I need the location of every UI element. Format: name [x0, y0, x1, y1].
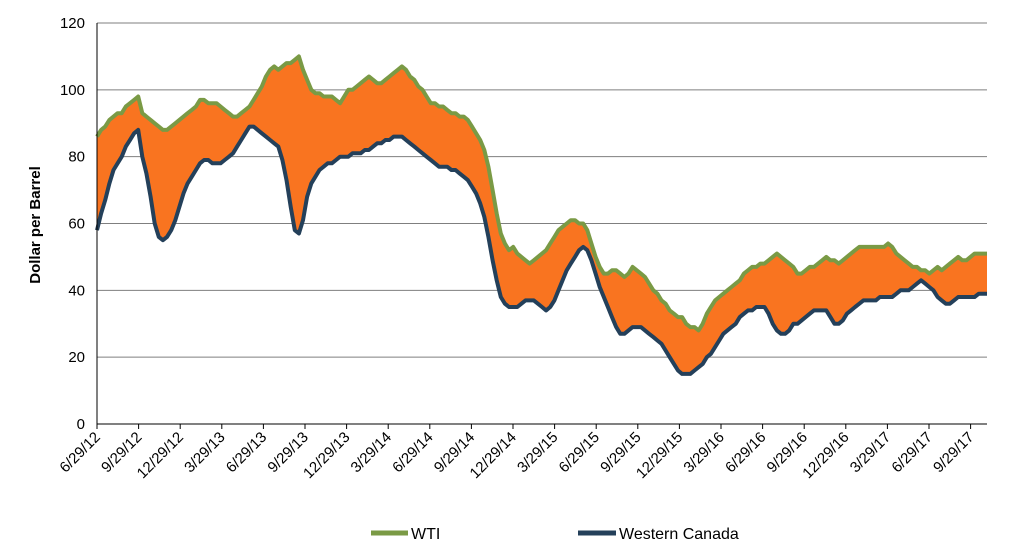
- y-tick-label: 20: [68, 349, 85, 366]
- x-tick-label: 6/29/13: [223, 429, 270, 476]
- x-tick-label: 6/29/14: [389, 429, 436, 476]
- gridlines: [97, 22, 987, 358]
- x-tick-label: 6/29/17: [888, 429, 935, 476]
- x-tick-label: 6/29/12: [56, 429, 103, 476]
- price-spread-area: [97, 56, 987, 374]
- legend: WTI Western Canada: [371, 526, 739, 543]
- x-tick-label: 12/29/15: [633, 429, 686, 482]
- y-tick-label: 120: [60, 15, 85, 32]
- x-tick-label: 12/29/14: [467, 429, 520, 482]
- y-tick-label: 40: [68, 282, 85, 299]
- x-tick-label: 6/29/15: [556, 429, 603, 476]
- x-tick-label: 3/29/13: [181, 429, 228, 476]
- x-tick-label: 3/29/14: [348, 429, 395, 476]
- x-tick-label: 12/29/13: [300, 429, 353, 482]
- x-tick-label: 3/29/15: [514, 429, 561, 476]
- x-tick-label: 12/29/12: [134, 429, 187, 482]
- x-tick-label: 12/29/16: [799, 429, 852, 482]
- legend-label-western-canada: Western Canada: [619, 526, 739, 543]
- y-tick-labels: 0 20 40 60 80 100 120: [60, 15, 85, 433]
- series-line-western-canada: [95, 124, 987, 376]
- y-axis-label: Dollar per Barrel: [27, 166, 44, 284]
- legend-label-wti: WTI: [411, 526, 440, 543]
- y-tick-label: 0: [77, 416, 85, 433]
- x-tick-label: 9/29/17: [930, 429, 977, 476]
- x-tick-labels: 6/29/129/29/1212/29/123/29/136/29/139/29…: [56, 424, 977, 482]
- y-tick-label: 100: [60, 82, 85, 99]
- x-tick-label: 6/29/16: [722, 429, 769, 476]
- y-tick-label: 80: [68, 149, 85, 166]
- y-tick-label: 60: [68, 216, 85, 233]
- series-line-wti: [95, 54, 987, 333]
- x-tick-label: 3/29/16: [680, 429, 727, 476]
- x-tick-label: 3/29/17: [847, 429, 894, 476]
